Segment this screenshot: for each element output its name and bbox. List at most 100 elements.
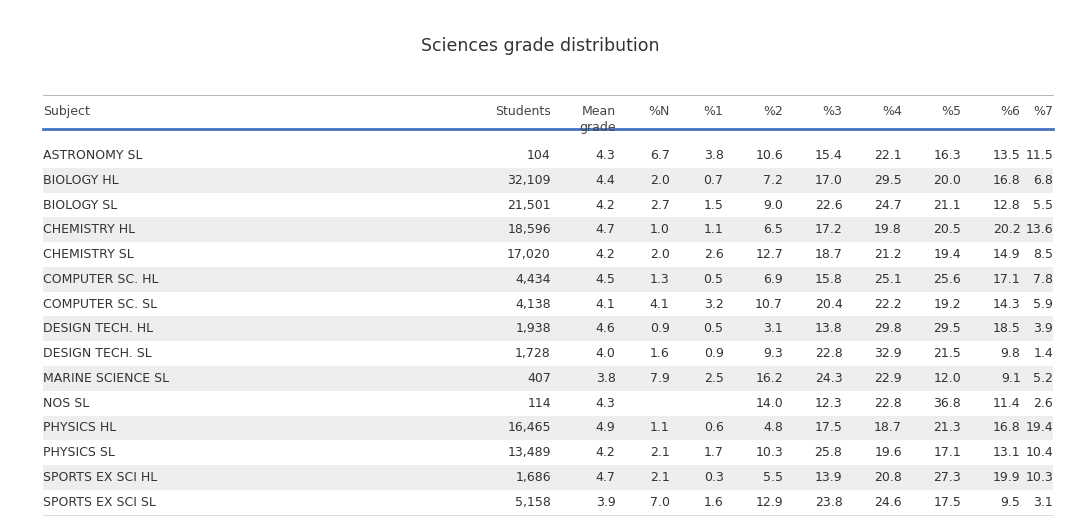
Text: 4.0: 4.0 [596, 347, 616, 360]
Text: %1: %1 [704, 105, 724, 119]
Text: 19.9: 19.9 [993, 471, 1021, 484]
Text: 1.1: 1.1 [650, 422, 670, 434]
Text: 104: 104 [527, 149, 551, 162]
Bar [43, 168, 1053, 193]
Text: 5.9: 5.9 [1034, 298, 1053, 310]
Text: 13.5: 13.5 [993, 149, 1021, 162]
Text: 1.7: 1.7 [704, 446, 724, 459]
Text: 16.8: 16.8 [993, 174, 1021, 187]
Text: 0.6: 0.6 [704, 422, 724, 434]
Text: 14.0: 14.0 [755, 397, 783, 409]
Text: 20.0: 20.0 [933, 174, 961, 187]
Text: 17.1: 17.1 [933, 446, 961, 459]
Text: 13.9: 13.9 [814, 471, 842, 484]
Text: 17.0: 17.0 [814, 174, 842, 187]
Text: 7.0: 7.0 [649, 496, 670, 509]
Text: 4.2: 4.2 [596, 446, 616, 459]
Text: 1,728: 1,728 [515, 347, 551, 360]
Text: 25.8: 25.8 [814, 446, 842, 459]
Text: 10.4: 10.4 [1025, 446, 1053, 459]
Text: 32.9: 32.9 [874, 347, 902, 360]
Text: %2: %2 [764, 105, 783, 119]
Text: 0.7: 0.7 [703, 174, 724, 187]
Text: %6: %6 [1001, 105, 1021, 119]
Text: 2.1: 2.1 [650, 471, 670, 484]
Text: BIOLOGY HL: BIOLOGY HL [43, 174, 119, 187]
Text: 25.6: 25.6 [933, 273, 961, 286]
Text: 13.6: 13.6 [1025, 223, 1053, 236]
Text: 6.9: 6.9 [764, 273, 783, 286]
Text: 29.5: 29.5 [874, 174, 902, 187]
Text: 4,138: 4,138 [515, 298, 551, 310]
Text: 0.9: 0.9 [704, 347, 724, 360]
Text: 3.1: 3.1 [1034, 496, 1053, 509]
Text: 17.5: 17.5 [933, 496, 961, 509]
Text: 5.5: 5.5 [1032, 199, 1053, 211]
Text: 7.8: 7.8 [1032, 273, 1053, 286]
Text: 1,686: 1,686 [515, 471, 551, 484]
Text: MARINE SCIENCE SL: MARINE SCIENCE SL [43, 372, 170, 385]
Text: 17.5: 17.5 [814, 422, 842, 434]
Text: 4.6: 4.6 [596, 323, 616, 335]
Text: COMPUTER SC. SL: COMPUTER SC. SL [43, 298, 158, 310]
Text: 19.4: 19.4 [933, 248, 961, 261]
Bar [43, 217, 1053, 242]
Text: 4.4: 4.4 [596, 174, 616, 187]
Text: 407: 407 [527, 372, 551, 385]
Text: 4.7: 4.7 [596, 471, 616, 484]
Text: 2.5: 2.5 [704, 372, 724, 385]
Text: 21.1: 21.1 [933, 199, 961, 211]
Text: 29.8: 29.8 [874, 323, 902, 335]
Text: 5.5: 5.5 [762, 471, 783, 484]
Text: 9.0: 9.0 [764, 199, 783, 211]
Text: 3.2: 3.2 [704, 298, 724, 310]
Text: 12.9: 12.9 [755, 496, 783, 509]
Text: 5.2: 5.2 [1034, 372, 1053, 385]
Text: 9.1: 9.1 [1001, 372, 1021, 385]
Text: CHEMISTRY HL: CHEMISTRY HL [43, 223, 135, 236]
Text: 7.9: 7.9 [650, 372, 670, 385]
Text: Subject: Subject [43, 105, 90, 119]
Text: 5,158: 5,158 [515, 496, 551, 509]
Text: 4.1: 4.1 [650, 298, 670, 310]
Text: 4.7: 4.7 [596, 223, 616, 236]
Text: 19.4: 19.4 [1025, 422, 1053, 434]
Text: 14.9: 14.9 [993, 248, 1021, 261]
Text: 3.9: 3.9 [596, 496, 616, 509]
Text: 2.0: 2.0 [650, 248, 670, 261]
Text: 20.5: 20.5 [933, 223, 961, 236]
Text: %7: %7 [1032, 105, 1053, 119]
Text: 0.5: 0.5 [703, 273, 724, 286]
Text: 23.8: 23.8 [814, 496, 842, 509]
Text: 4.8: 4.8 [764, 422, 783, 434]
Text: %4: %4 [882, 105, 902, 119]
Text: %5: %5 [941, 105, 961, 119]
Text: 20.2: 20.2 [993, 223, 1021, 236]
Text: 21.5: 21.5 [933, 347, 961, 360]
Text: 16,465: 16,465 [508, 422, 551, 434]
Text: ASTRONOMY SL: ASTRONOMY SL [43, 149, 143, 162]
Text: 20.4: 20.4 [814, 298, 842, 310]
Text: 17.1: 17.1 [993, 273, 1021, 286]
Text: 27.3: 27.3 [933, 471, 961, 484]
Text: 6.7: 6.7 [650, 149, 670, 162]
Text: 16.8: 16.8 [993, 422, 1021, 434]
Text: 9.8: 9.8 [1001, 347, 1021, 360]
Text: 2.7: 2.7 [650, 199, 670, 211]
Text: 15.8: 15.8 [814, 273, 842, 286]
Text: CHEMISTRY SL: CHEMISTRY SL [43, 248, 134, 261]
Text: 19.8: 19.8 [874, 223, 902, 236]
Text: DESIGN TECH. HL: DESIGN TECH. HL [43, 323, 153, 335]
Text: 1.0: 1.0 [650, 223, 670, 236]
Text: 22.6: 22.6 [814, 199, 842, 211]
Text: BIOLOGY SL: BIOLOGY SL [43, 199, 118, 211]
Text: 16.3: 16.3 [933, 149, 961, 162]
Text: 2.6: 2.6 [1034, 397, 1053, 409]
Bar [43, 267, 1053, 292]
Text: 9.3: 9.3 [764, 347, 783, 360]
Text: 4,434: 4,434 [515, 273, 551, 286]
Text: Mean
grade: Mean grade [579, 105, 616, 134]
Text: 6.5: 6.5 [764, 223, 783, 236]
Text: 24.6: 24.6 [874, 496, 902, 509]
Text: 10.3: 10.3 [755, 446, 783, 459]
